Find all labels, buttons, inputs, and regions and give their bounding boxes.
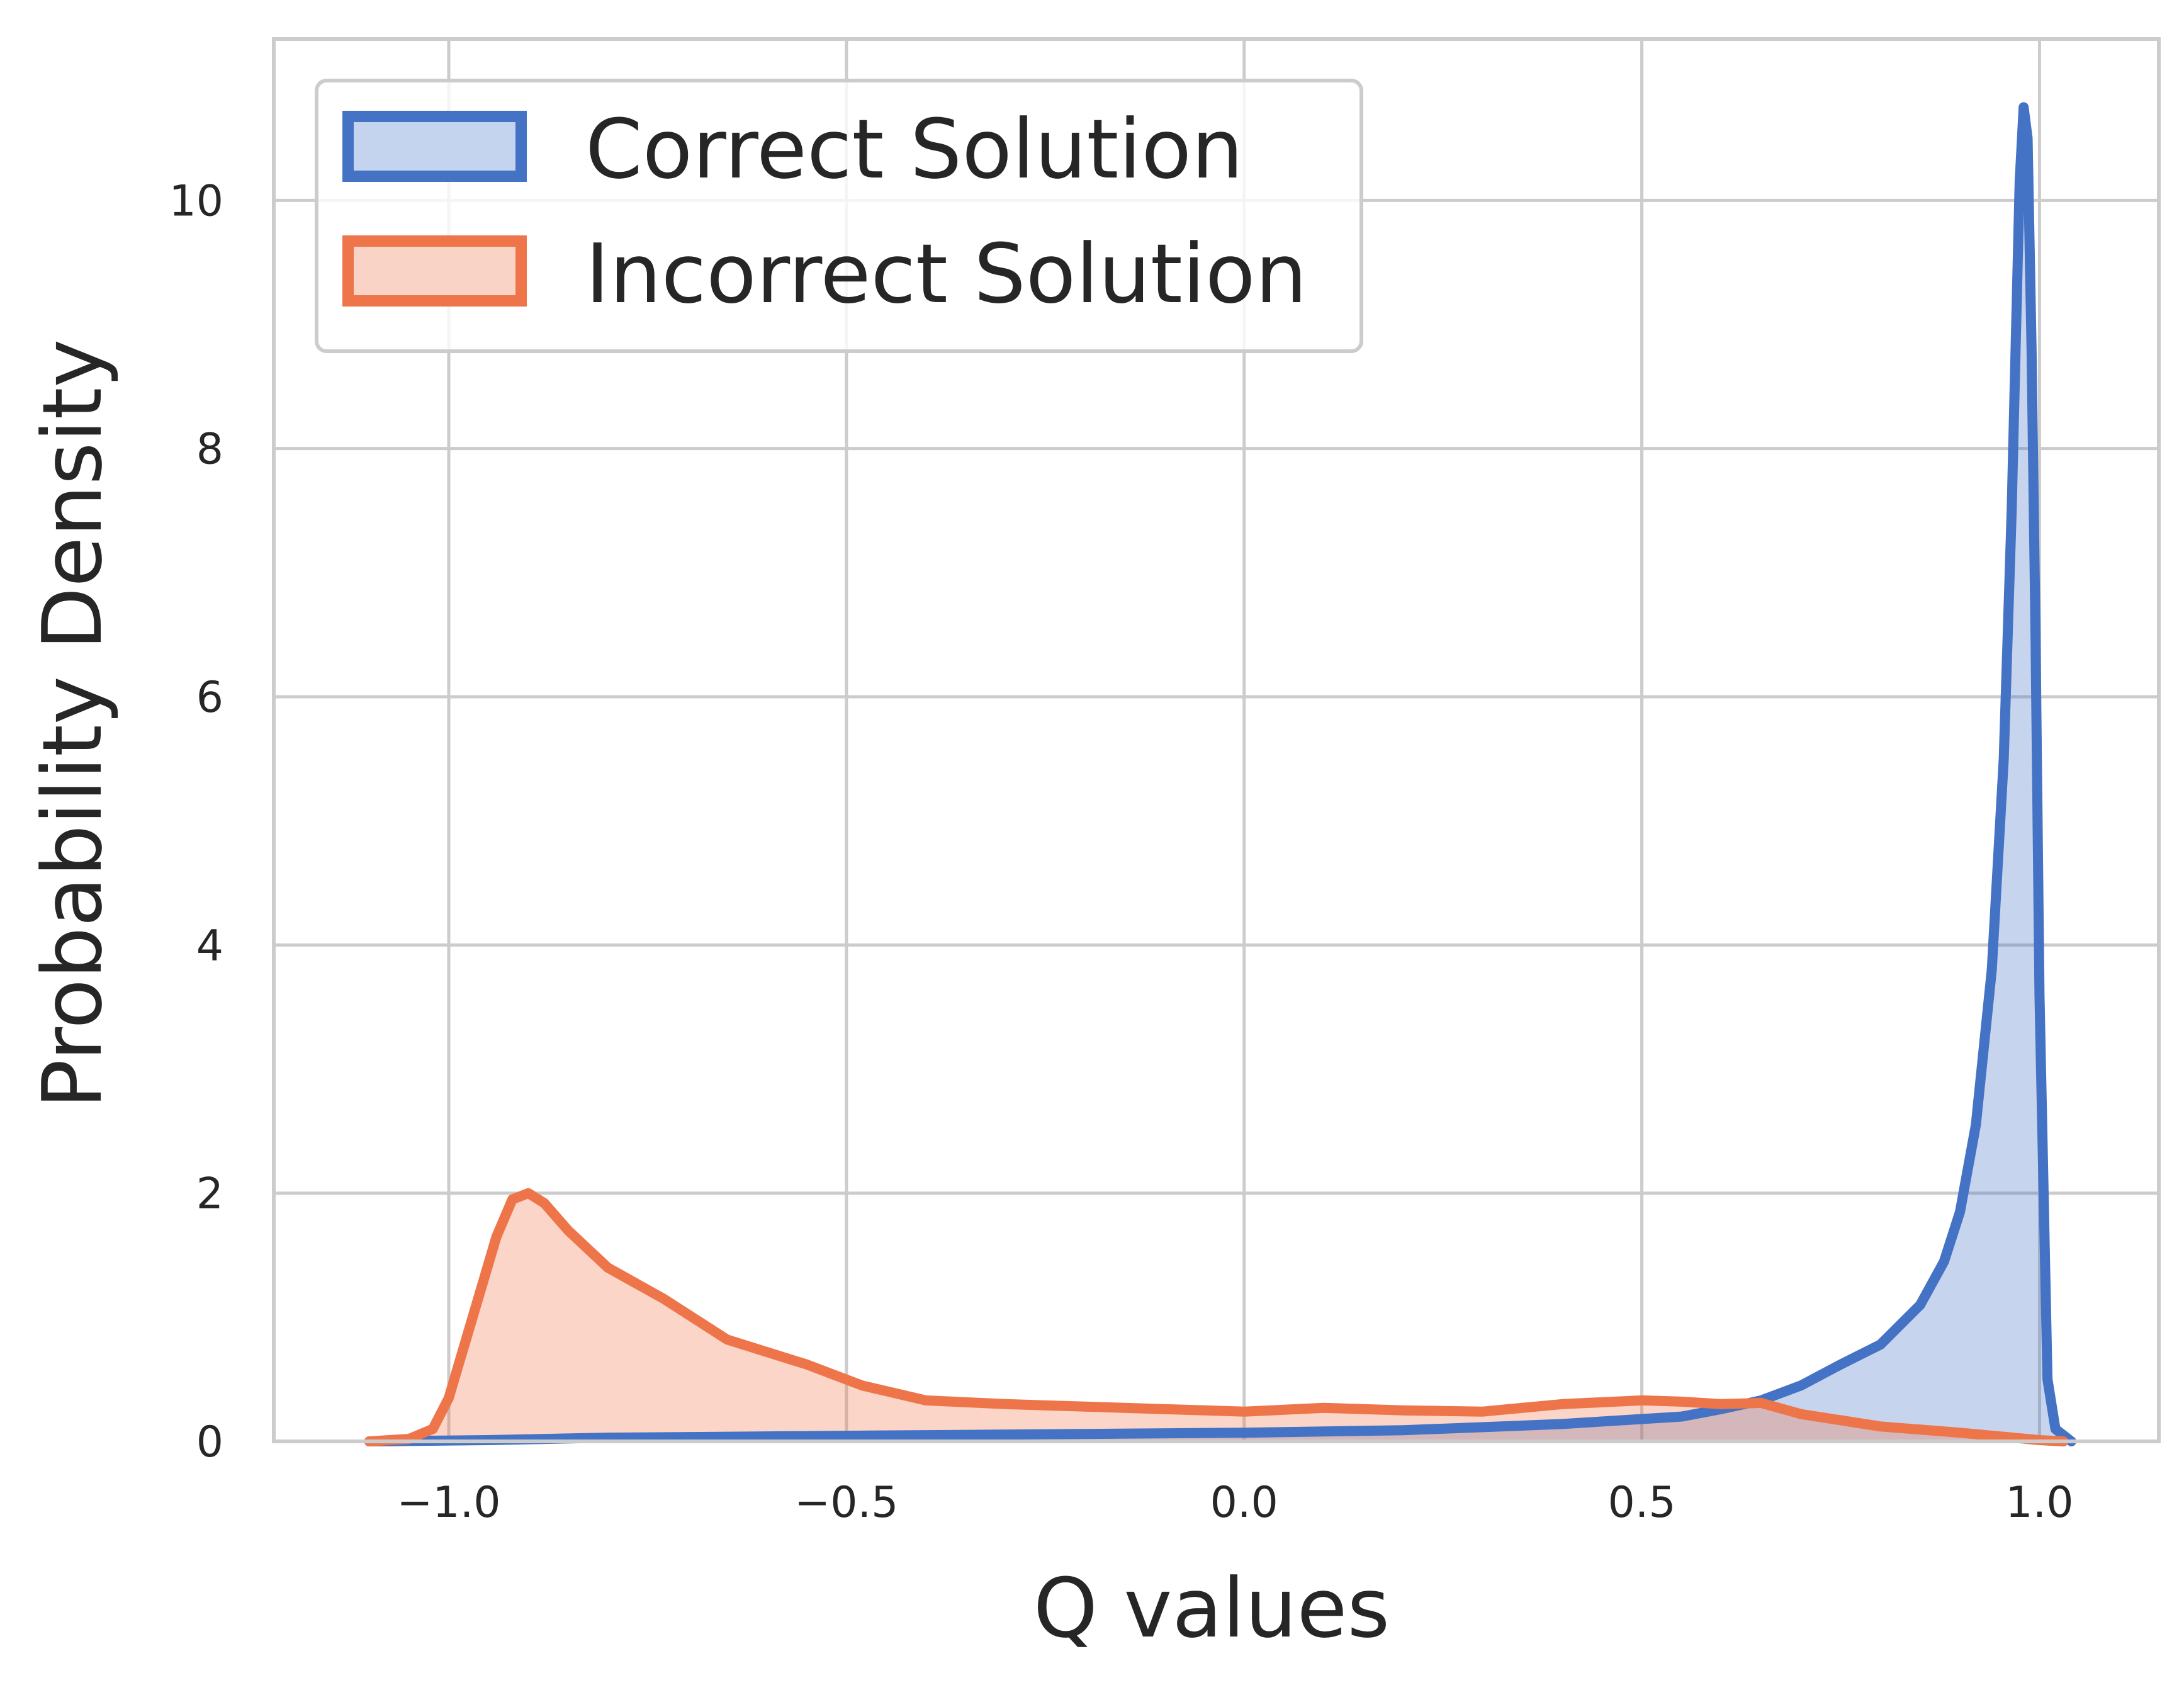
x-tick-label: −1.0 [397,1478,500,1528]
x-tick-labels: −1.0 −0.5 0.0 0.5 1.0 [397,1478,2073,1528]
x-tick-label: 0.0 [1210,1478,1278,1528]
legend-box [315,79,1363,353]
y-tick-label: 0 [196,1417,223,1467]
legend: Correct Solution Incorrect Solution [315,79,1363,353]
series-line-0 [364,102,2076,1446]
legend-label-incorrect: Incorrect Solution [585,226,1307,322]
series-line-1 [364,1188,2069,1446]
legend-label-correct: Correct Solution [585,101,1243,197]
series-layer [364,102,2076,1446]
y-tick-labels: 0 2 4 6 8 10 [169,176,223,1467]
legend-swatch-incorrect [342,235,527,307]
series-fill-1 [369,1193,2064,1441]
x-tick-label: 0.5 [1608,1478,1676,1528]
legend-swatch-correct [342,111,527,182]
y-tick-label: 8 [196,425,223,475]
y-axis-label: Probability Density [25,339,120,1109]
x-tick-label: 1.0 [2005,1478,2073,1528]
x-tick-label: −0.5 [794,1478,898,1528]
x-axis-label: Q values [1033,1560,1390,1656]
y-tick-label: 10 [169,176,223,226]
y-tick-label: 2 [196,1169,223,1219]
y-tick-label: 4 [196,921,223,971]
plot-area-frame [272,37,2161,1443]
y-tick-label: 6 [196,673,223,723]
